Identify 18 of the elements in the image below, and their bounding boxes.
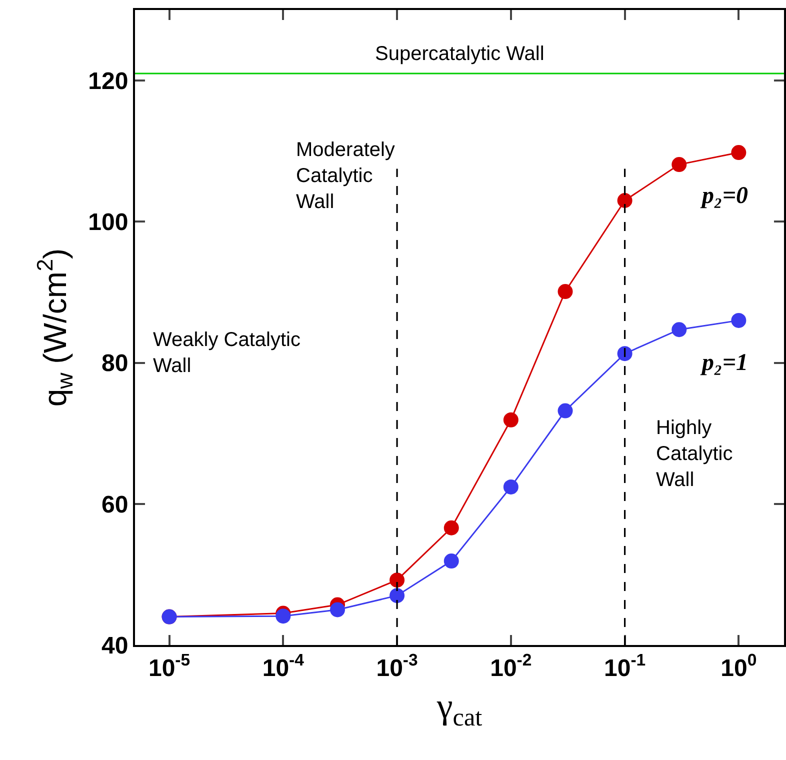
y-tick-label: 80: [101, 350, 128, 378]
annotation: Weakly Catalytic Wall: [153, 329, 300, 377]
x-tick-label: 10$^{-3}$: [376, 650, 418, 682]
x-axis-title: γ$_{cat}$: [436, 686, 482, 732]
series-label: p₂=1: [700, 350, 748, 376]
y-tick-label: 100: [88, 209, 128, 236]
x-tick-label: 10$^{0}$: [720, 650, 757, 682]
annotation: Moderately Catalytic Wall: [296, 139, 395, 213]
x-tick-label: 10$^{-2}$: [490, 650, 532, 682]
x-tick-label: 10$^{-4}$: [262, 650, 305, 682]
x-tick-label: 10$^{-5}$: [148, 650, 190, 682]
y-tick-label: 40: [101, 632, 128, 660]
y-tick-label: 60: [101, 491, 128, 518]
annotation: Highly Catalytic Wall: [656, 417, 733, 491]
series-label: p₂=0: [700, 183, 748, 209]
x-tick-label: 10$^{-1}$: [604, 650, 646, 682]
ref-line-label: Supercatalytic Wall: [375, 43, 544, 65]
y-tick-label: 120: [88, 68, 128, 95]
